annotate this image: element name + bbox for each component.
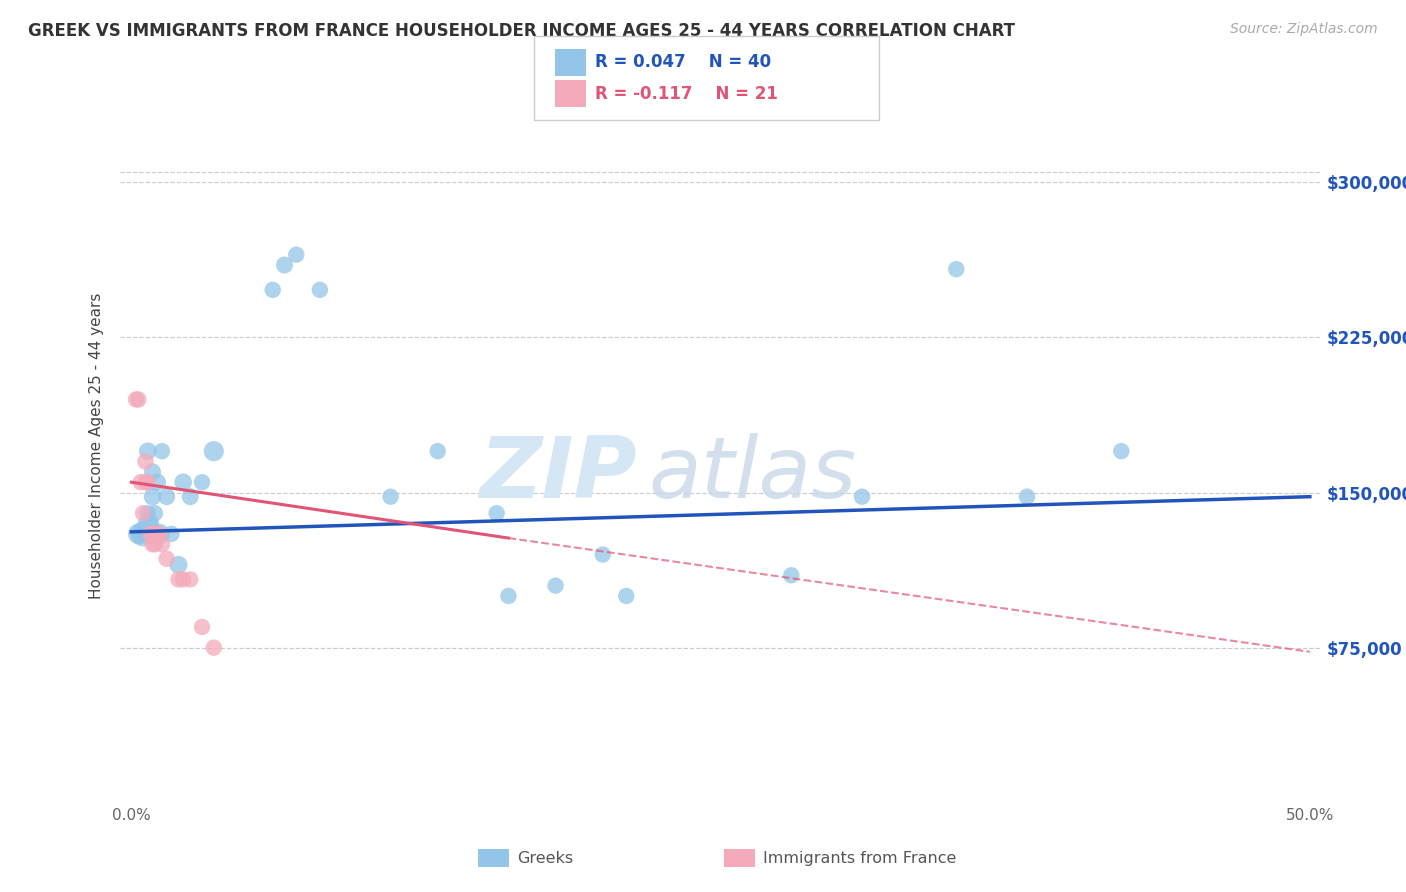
Point xyxy=(141,465,163,479)
Point xyxy=(179,573,201,587)
Point xyxy=(132,527,155,541)
Point xyxy=(134,527,156,541)
Point xyxy=(143,506,166,520)
Point xyxy=(139,527,162,541)
Point xyxy=(136,444,159,458)
Point xyxy=(592,548,614,562)
Point xyxy=(134,475,156,490)
Point xyxy=(172,475,194,490)
Point xyxy=(1111,444,1133,458)
Point xyxy=(851,490,873,504)
Point xyxy=(146,527,169,541)
Text: R = -0.117    N = 21: R = -0.117 N = 21 xyxy=(595,85,778,103)
Point xyxy=(141,490,163,504)
Point xyxy=(143,537,166,551)
Point xyxy=(1015,490,1038,504)
Point xyxy=(380,490,402,504)
Text: Greeks: Greeks xyxy=(517,851,574,865)
Text: Immigrants from France: Immigrants from France xyxy=(763,851,957,865)
Point xyxy=(202,444,225,458)
Point xyxy=(262,283,284,297)
Point xyxy=(156,551,179,566)
Point xyxy=(143,527,166,541)
Point xyxy=(150,444,173,458)
Point xyxy=(149,527,172,541)
Point xyxy=(179,490,201,504)
Point xyxy=(485,506,508,520)
Point xyxy=(285,248,308,262)
Point xyxy=(160,527,183,541)
Point xyxy=(149,527,172,541)
Point xyxy=(309,283,332,297)
Text: Source: ZipAtlas.com: Source: ZipAtlas.com xyxy=(1230,22,1378,37)
Point xyxy=(132,527,155,541)
Point xyxy=(172,573,194,587)
Point xyxy=(127,527,149,541)
Point xyxy=(129,475,152,490)
Point xyxy=(139,527,162,541)
Point xyxy=(167,558,190,572)
Text: ZIP: ZIP xyxy=(479,433,637,516)
Point xyxy=(614,589,637,603)
Point xyxy=(498,589,520,603)
Point xyxy=(191,475,214,490)
Point xyxy=(426,444,449,458)
Point xyxy=(136,506,159,520)
Point xyxy=(141,537,163,551)
Point xyxy=(136,516,159,531)
Point xyxy=(150,537,173,551)
Point xyxy=(143,527,166,541)
Point xyxy=(273,258,295,272)
Point xyxy=(129,527,152,541)
Point xyxy=(132,506,155,520)
Point xyxy=(139,516,162,531)
Text: R = 0.047    N = 40: R = 0.047 N = 40 xyxy=(595,54,770,71)
Point xyxy=(202,640,225,655)
Point xyxy=(136,475,159,490)
Point xyxy=(945,262,967,277)
Text: atlas: atlas xyxy=(648,433,856,516)
Y-axis label: Householder Income Ages 25 - 44 years: Householder Income Ages 25 - 44 years xyxy=(89,293,104,599)
Text: GREEK VS IMMIGRANTS FROM FRANCE HOUSEHOLDER INCOME AGES 25 - 44 YEARS CORRELATIO: GREEK VS IMMIGRANTS FROM FRANCE HOUSEHOL… xyxy=(28,22,1015,40)
Point xyxy=(156,490,179,504)
Point xyxy=(125,392,148,407)
Point xyxy=(191,620,214,634)
Point xyxy=(167,573,190,587)
Point xyxy=(134,454,156,468)
Point xyxy=(544,579,567,593)
Point xyxy=(780,568,803,582)
Point xyxy=(127,392,149,407)
Point xyxy=(141,527,163,541)
Point xyxy=(146,475,169,490)
